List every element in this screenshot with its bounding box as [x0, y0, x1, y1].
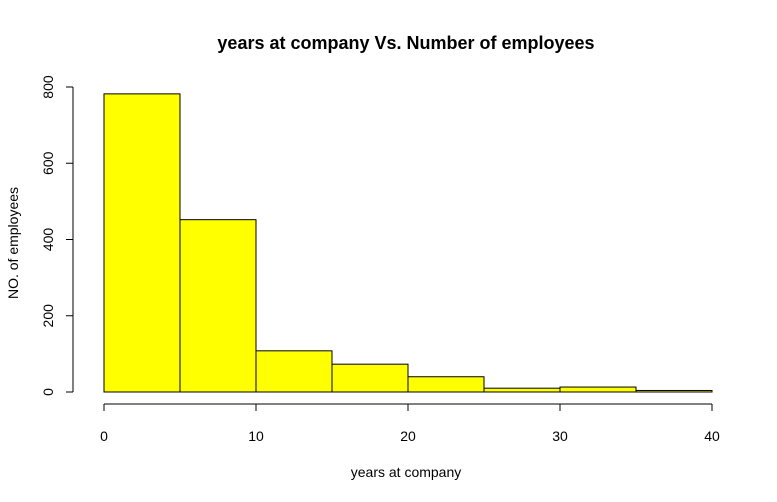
histogram-bar: [559, 386, 637, 393]
x-tick-label: 40: [704, 428, 720, 444]
y-axis: 0 200 400 600 800: [40, 75, 74, 396]
histogram-bar: [483, 387, 561, 393]
histogram-bar: [103, 93, 181, 393]
histogram-bar: [255, 350, 333, 393]
x-tick-label: 0: [100, 428, 108, 444]
x-tick-label: 10: [248, 428, 264, 444]
histogram-bar: [331, 363, 409, 393]
histogram-bar: [635, 389, 713, 393]
y-tick-label: 0: [40, 388, 56, 396]
histogram-bar: [407, 376, 485, 393]
bars-group: [103, 93, 713, 393]
x-axis: 0 10 20 30 40: [100, 403, 720, 444]
y-tick-label: 400: [40, 228, 56, 252]
histogram-bar: [179, 219, 257, 393]
chart-title: years at company Vs. Number of employees: [217, 33, 594, 53]
y-tick-label: 200: [40, 304, 56, 328]
x-tick-label: 30: [552, 428, 568, 444]
x-tick-label: 20: [400, 428, 416, 444]
x-axis-label: years at company: [351, 464, 462, 480]
y-tick-label: 800: [40, 75, 56, 99]
y-tick-label: 600: [40, 151, 56, 175]
y-axis-label: NO. of employees: [5, 187, 21, 299]
